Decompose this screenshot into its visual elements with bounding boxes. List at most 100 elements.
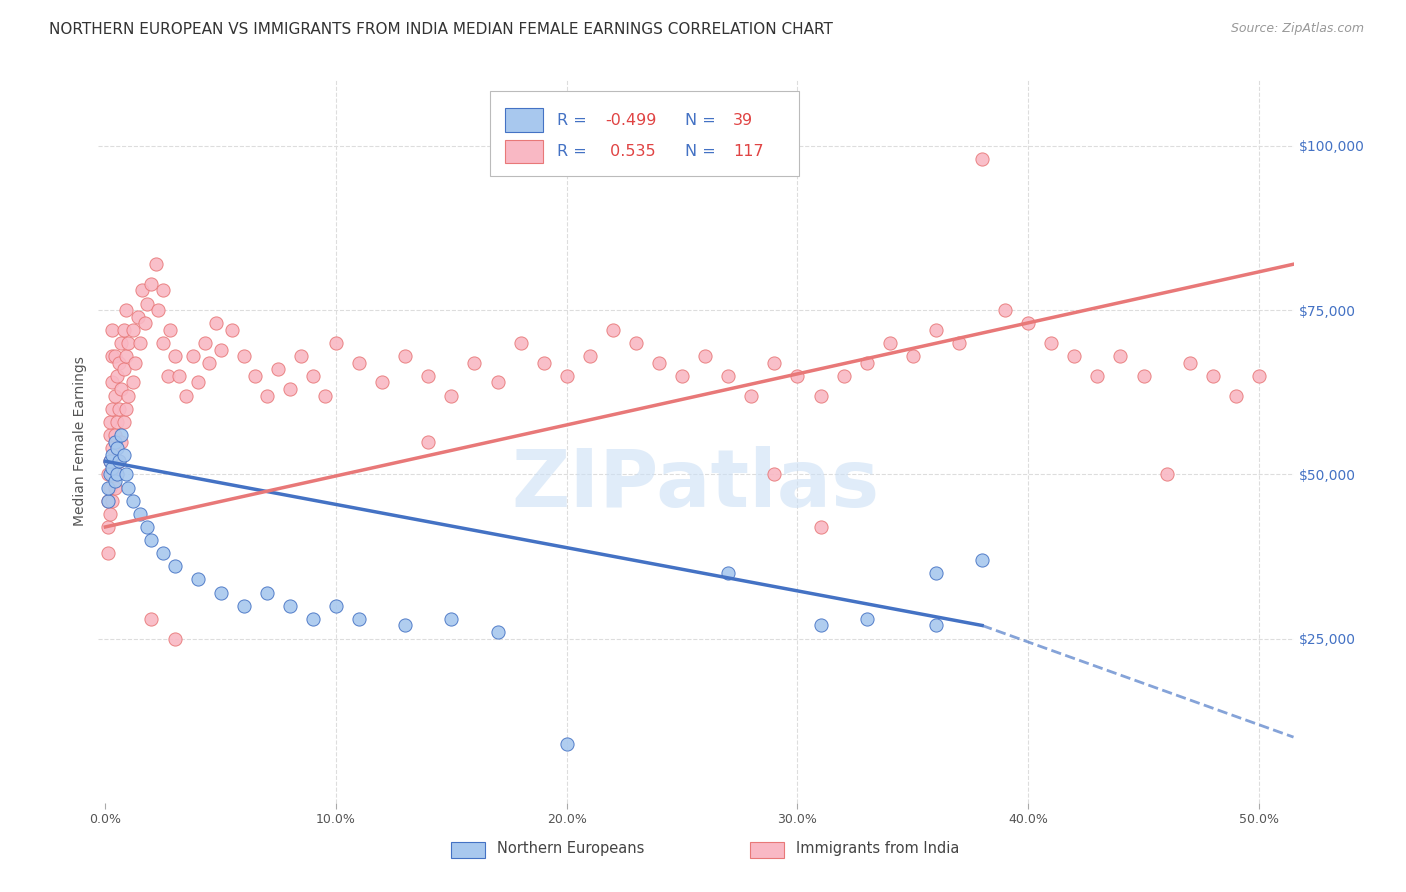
Point xyxy=(101,349,124,363)
Point xyxy=(740,388,762,402)
Point xyxy=(256,585,278,599)
Point xyxy=(278,382,301,396)
Text: 0.535: 0.535 xyxy=(605,144,655,159)
Point xyxy=(925,618,948,632)
Point xyxy=(1225,388,1247,402)
Point xyxy=(101,448,124,462)
Point xyxy=(970,152,993,166)
Point xyxy=(131,284,153,298)
Point xyxy=(117,481,139,495)
Point xyxy=(122,376,145,390)
Point xyxy=(103,474,125,488)
Point xyxy=(486,625,509,640)
Point xyxy=(209,585,232,599)
Point xyxy=(717,566,740,580)
Point xyxy=(1087,368,1109,383)
Point xyxy=(98,454,121,468)
Point xyxy=(112,415,135,429)
Point xyxy=(115,349,138,363)
Point xyxy=(371,376,394,390)
Point xyxy=(159,323,181,337)
Point xyxy=(948,336,970,351)
Point xyxy=(98,507,121,521)
Point xyxy=(925,566,948,580)
Point xyxy=(115,467,138,482)
Point xyxy=(970,553,993,567)
Point xyxy=(579,349,602,363)
Point xyxy=(879,336,901,351)
Point xyxy=(325,336,347,351)
Point xyxy=(1017,316,1039,330)
Point xyxy=(103,428,125,442)
Point xyxy=(117,336,139,351)
Point xyxy=(232,349,254,363)
Point xyxy=(174,388,197,402)
Point xyxy=(267,362,290,376)
Bar xyxy=(505,109,543,132)
Point xyxy=(152,284,174,298)
Point xyxy=(181,349,204,363)
Text: Northern Europeans: Northern Europeans xyxy=(498,840,644,855)
Text: NORTHERN EUROPEAN VS IMMIGRANTS FROM INDIA MEDIAN FEMALE EARNINGS CORRELATION CH: NORTHERN EUROPEAN VS IMMIGRANTS FROM IND… xyxy=(49,22,834,37)
Point xyxy=(198,356,221,370)
Point xyxy=(98,415,121,429)
Bar xyxy=(749,842,785,858)
Point xyxy=(1132,368,1154,383)
Point xyxy=(440,388,463,402)
Point xyxy=(163,349,186,363)
Point xyxy=(302,368,325,383)
Text: -0.499: -0.499 xyxy=(605,112,657,128)
Point xyxy=(105,467,128,482)
Point xyxy=(98,454,121,468)
Text: 117: 117 xyxy=(733,144,763,159)
Text: N =: N = xyxy=(685,144,721,159)
Point xyxy=(108,454,131,468)
Point xyxy=(901,349,924,363)
Point xyxy=(141,612,163,626)
Point xyxy=(97,481,120,495)
Point xyxy=(110,428,132,442)
Point xyxy=(108,356,131,370)
Point xyxy=(810,618,832,632)
Point xyxy=(925,323,948,337)
Point xyxy=(105,467,128,482)
Point xyxy=(187,573,209,587)
Point xyxy=(810,388,832,402)
Point xyxy=(347,612,370,626)
Point xyxy=(786,368,808,383)
Point xyxy=(648,356,671,370)
Point xyxy=(1109,349,1132,363)
Point xyxy=(440,612,463,626)
Point xyxy=(1247,368,1270,383)
Point xyxy=(135,520,157,534)
Bar xyxy=(505,139,543,162)
Point xyxy=(101,460,124,475)
Point xyxy=(115,401,138,416)
Point xyxy=(763,467,786,482)
Point xyxy=(145,257,167,271)
Text: Source: ZipAtlas.com: Source: ZipAtlas.com xyxy=(1230,22,1364,36)
Point xyxy=(533,356,555,370)
Point xyxy=(127,310,149,324)
Point xyxy=(1156,467,1178,482)
Point xyxy=(101,401,124,416)
Point xyxy=(302,612,325,626)
Point xyxy=(105,441,128,455)
Text: Immigrants from India: Immigrants from India xyxy=(796,840,959,855)
Point xyxy=(101,376,124,390)
Point xyxy=(602,323,624,337)
Point xyxy=(394,349,416,363)
Point xyxy=(152,546,174,560)
Point xyxy=(486,376,509,390)
Point xyxy=(103,454,125,468)
Point xyxy=(163,559,186,574)
Point xyxy=(555,737,578,751)
Point xyxy=(221,323,243,337)
Point xyxy=(101,441,124,455)
Text: ZIPatlas: ZIPatlas xyxy=(512,446,880,524)
Point xyxy=(152,336,174,351)
Point xyxy=(98,467,121,482)
Point xyxy=(141,277,163,291)
Point xyxy=(325,599,347,613)
Text: R =: R = xyxy=(557,144,592,159)
